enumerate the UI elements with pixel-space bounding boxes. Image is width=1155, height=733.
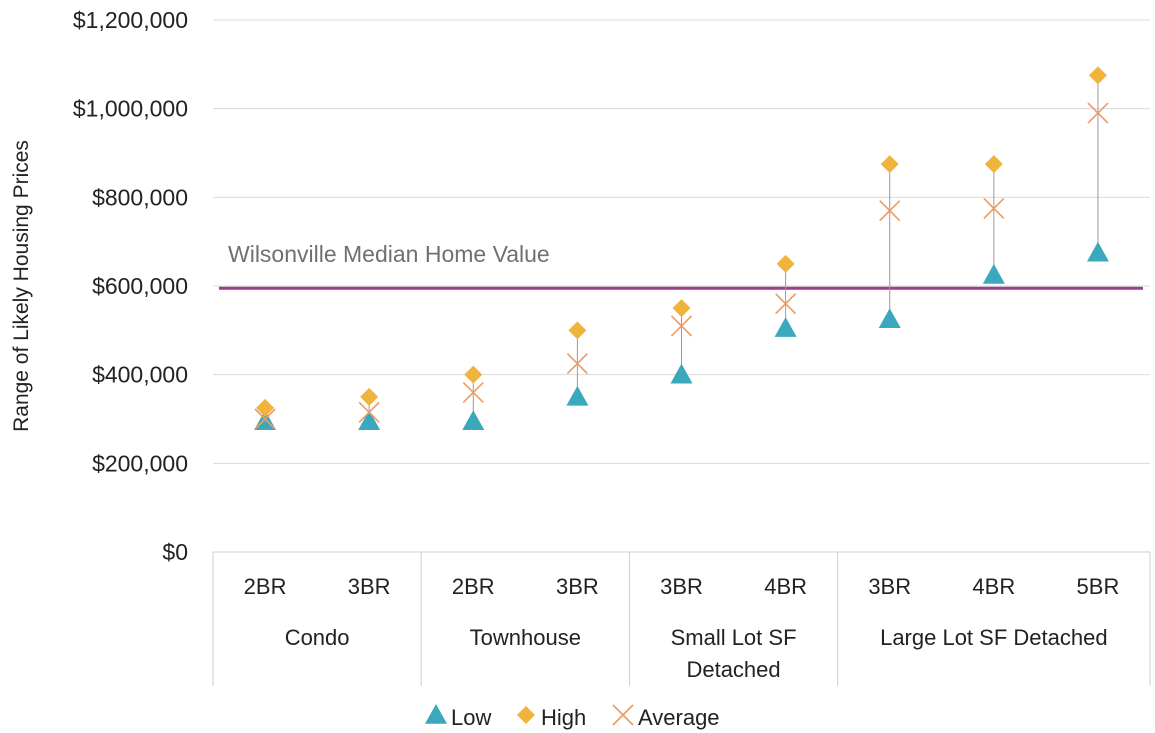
high-point xyxy=(360,387,379,406)
low-point xyxy=(774,317,797,337)
x-group-label: Townhouse xyxy=(470,625,581,650)
low-legend-label: Low xyxy=(451,705,491,730)
x-stroke xyxy=(566,353,588,375)
low-point xyxy=(462,410,485,431)
x-group-label: Detached xyxy=(686,657,780,682)
low-point xyxy=(358,410,381,431)
average-point xyxy=(1087,102,1109,124)
x-group-label: Large Lot SF Detached xyxy=(880,625,1107,650)
average-point xyxy=(775,293,797,315)
high-point xyxy=(256,398,275,417)
average-legend-marker xyxy=(612,704,634,726)
x-stroke xyxy=(358,401,380,423)
x-category-label: 2BR xyxy=(452,574,495,599)
legend: Low High Average xyxy=(425,704,720,730)
y-tick-label: $200,000 xyxy=(92,450,188,476)
median-home-value-label: Wilsonville Median Home Value xyxy=(228,241,550,267)
average-point xyxy=(462,381,484,403)
x-category-label: 3BR xyxy=(556,574,599,599)
x-stroke xyxy=(1087,102,1109,124)
x-category-label: 2BR xyxy=(244,574,287,599)
high-point xyxy=(880,155,899,174)
high-point xyxy=(984,155,1003,174)
y-tick-label: $600,000 xyxy=(92,273,188,299)
average-point xyxy=(879,200,901,222)
high-point xyxy=(776,254,795,273)
x-category-label: 5BR xyxy=(1077,574,1120,599)
x-stroke xyxy=(983,197,1005,219)
x-stroke xyxy=(670,315,693,337)
low-point xyxy=(1086,241,1109,262)
reference-line-group: Wilsonville Median Home Value xyxy=(219,241,1143,290)
gridlines xyxy=(213,19,1150,464)
y-tick-label: $0 xyxy=(162,539,188,565)
x-stroke xyxy=(775,293,797,315)
x-stroke xyxy=(879,200,901,222)
y-axis-label: Range of Likely Housing Prices xyxy=(10,140,33,432)
high-point xyxy=(672,299,691,318)
high-point xyxy=(568,321,587,340)
low-point xyxy=(670,363,693,384)
y-axis-ticks: $0 $200,000 $400,000 $600,000 $800,000 $1,000… xyxy=(73,7,188,565)
x-category-label: 3BR xyxy=(660,574,703,599)
low-legend-marker xyxy=(425,704,447,724)
x-axis: 2BR 3BR 2BR 3BR 3BR 4BR 3BR 4BR 5BR Condo Townhous… xyxy=(212,551,1151,686)
low-point xyxy=(878,308,901,329)
high-point xyxy=(464,365,483,384)
y-tick-label: $800,000 xyxy=(92,184,188,210)
x-category-label: 3BR xyxy=(348,574,391,599)
high-point xyxy=(1088,66,1107,85)
x-category-label: 4BR xyxy=(764,574,807,599)
average-point xyxy=(670,315,693,337)
average-point xyxy=(983,197,1005,219)
x-category-label: 3BR xyxy=(868,574,911,599)
high-legend-marker xyxy=(517,706,535,724)
x-category-label: 4BR xyxy=(972,574,1015,599)
x-stroke xyxy=(462,381,484,403)
high-legend-label: High xyxy=(541,705,586,730)
x-group-label: Condo xyxy=(285,625,350,650)
y-tick-label: $400,000 xyxy=(92,362,188,388)
low-point xyxy=(566,385,589,406)
y-tick-label: $1,000,000 xyxy=(73,96,188,122)
average-legend-label: Average xyxy=(638,705,720,730)
x-stroke xyxy=(612,704,634,726)
average-point xyxy=(566,353,588,375)
y-tick-label: $1,200,000 xyxy=(73,7,188,33)
average-point xyxy=(254,408,276,430)
data-points xyxy=(254,66,1109,431)
x-group-label: Small Lot SF xyxy=(671,625,797,650)
low-point xyxy=(982,263,1005,284)
average-point xyxy=(358,401,380,423)
x-stroke xyxy=(254,408,276,430)
